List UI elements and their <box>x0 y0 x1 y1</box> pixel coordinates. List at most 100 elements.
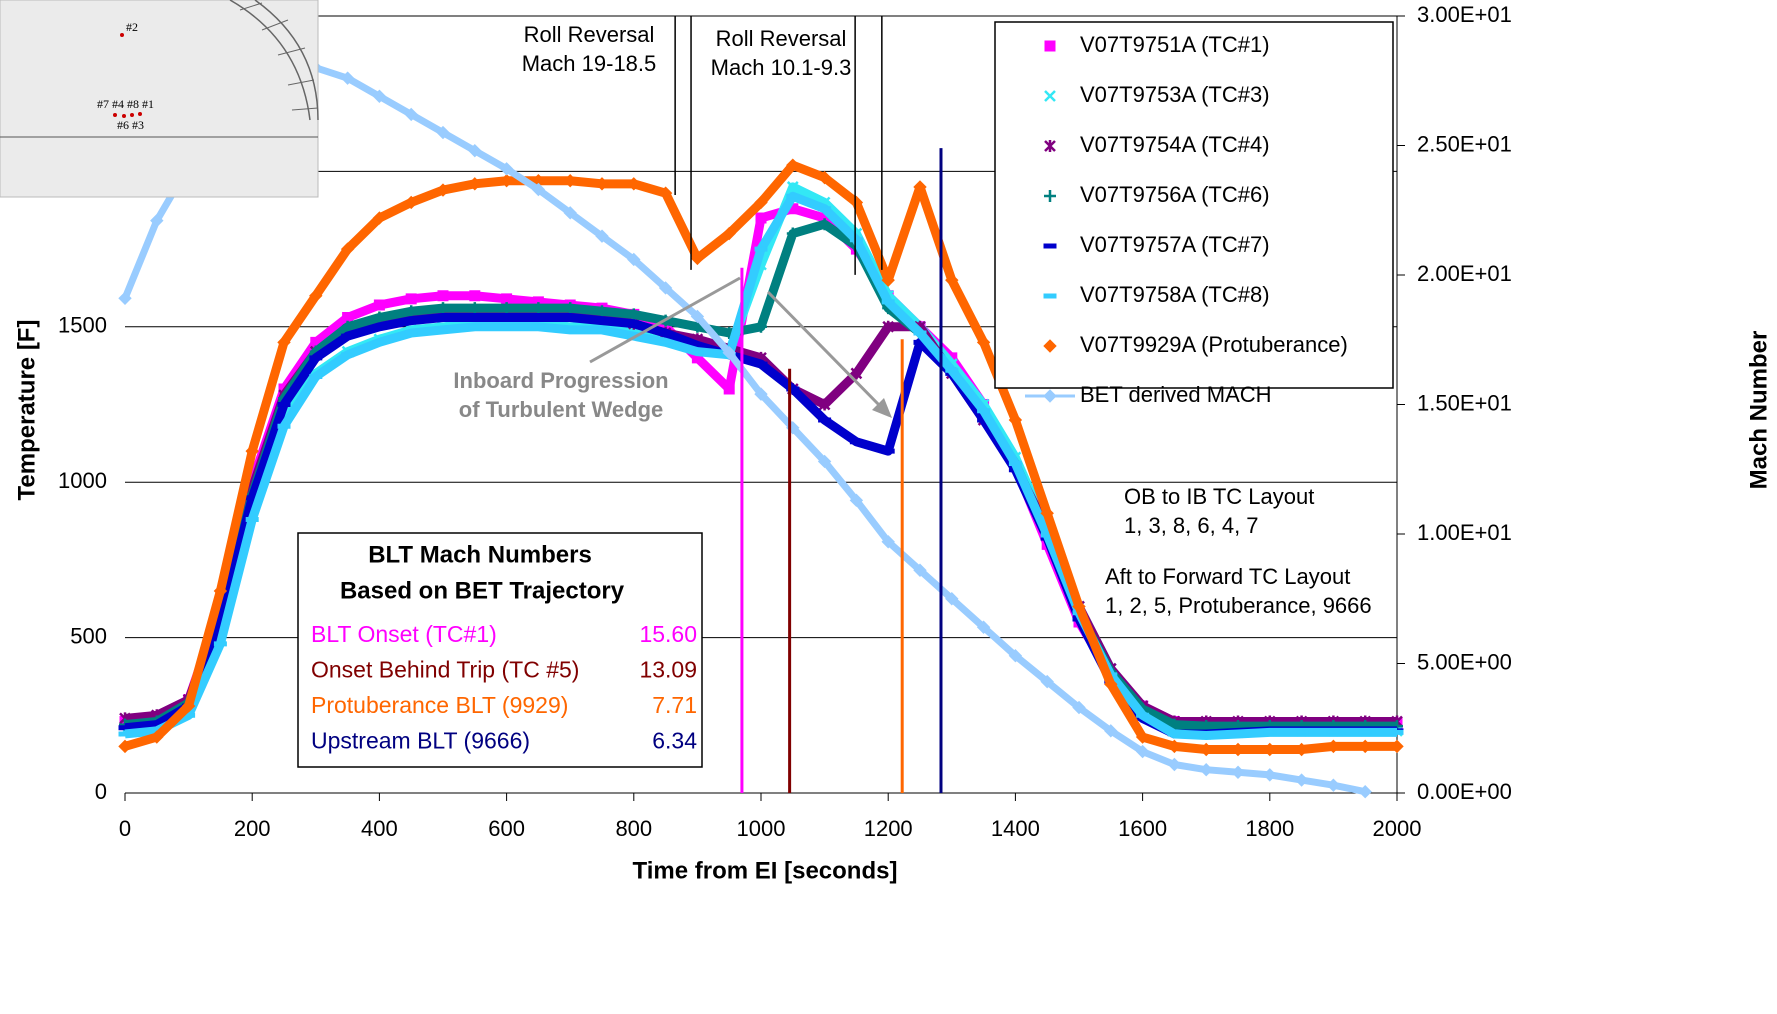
legend-label: V07T9754A (TC#4) <box>1080 132 1270 157</box>
x-tick-label: 400 <box>361 816 398 841</box>
data-point <box>214 642 226 646</box>
x-tick-label: 1000 <box>737 816 786 841</box>
data-point <box>596 328 608 332</box>
x-tick-label: 600 <box>488 816 525 841</box>
data-point <box>437 315 449 319</box>
inset: #2 #7 #4 #8 #1 #6 #3 <box>0 0 318 197</box>
data-point <box>532 315 544 319</box>
data-point <box>850 440 862 444</box>
data-point <box>438 291 448 301</box>
data-point <box>882 449 894 453</box>
data-point <box>882 300 894 304</box>
blt-row-value: 15.60 <box>639 621 697 647</box>
x-tick-label: 0 <box>119 816 131 841</box>
data-point <box>755 362 767 366</box>
y2-tick-label: 1.50E+01 <box>1417 390 1512 415</box>
data-point <box>469 325 481 329</box>
x-tick-label: 800 <box>615 816 652 841</box>
data-point <box>724 384 734 394</box>
data-point <box>1296 730 1308 734</box>
data-point <box>819 207 831 211</box>
data-point <box>787 194 799 198</box>
blt-row-value: 13.09 <box>639 657 697 683</box>
y-tick-label: 1000 <box>58 468 107 493</box>
data-point <box>1009 462 1021 466</box>
inset-label: #6 #3 <box>117 118 144 132</box>
legend-label: V07T9758A (TC#8) <box>1080 282 1270 307</box>
data-point <box>596 319 608 323</box>
inset-dot <box>138 112 142 116</box>
annotation: Roll Reversal <box>524 22 655 47</box>
y-tick-label: 0 <box>95 779 107 804</box>
y2-tick-label: 2.00E+01 <box>1417 261 1512 286</box>
data-point <box>1137 713 1149 717</box>
blt-row-label: Onset Behind Trip (TC #5) <box>311 657 579 683</box>
data-point <box>628 322 640 326</box>
blt-row-label: Upstream BLT (9666) <box>311 728 530 754</box>
legend-marker <box>1045 41 1055 51</box>
data-point <box>946 368 958 372</box>
x-tick-label: 1400 <box>991 816 1040 841</box>
data-point <box>1200 734 1212 738</box>
data-point <box>756 213 766 223</box>
data-point <box>469 315 481 319</box>
annotation: Roll Reversal <box>716 26 847 51</box>
data-point <box>564 315 576 319</box>
data-point <box>310 356 322 360</box>
x-axis-label: Time from EI [seconds] <box>633 857 898 884</box>
data-point <box>342 353 354 357</box>
data-point <box>246 517 258 521</box>
legend-label: V07T9751A (TC#1) <box>1080 32 1270 57</box>
data-point <box>1264 730 1276 734</box>
annotation: OB to IB TC Layout <box>1124 484 1314 509</box>
arrow <box>768 292 882 408</box>
blt-row-value: 6.34 <box>652 728 697 754</box>
data-point <box>406 294 416 304</box>
annotation: Mach 19-18.5 <box>522 51 657 76</box>
inset-dot <box>113 113 117 117</box>
y2-tick-label: 3.00E+01 <box>1417 2 1512 27</box>
inset-dot <box>130 113 134 117</box>
data-point <box>660 331 672 335</box>
blt-row-label: BLT Onset (TC#1) <box>311 621 497 647</box>
data-point <box>278 403 290 407</box>
y2-tick-label: 5.00E+00 <box>1417 649 1512 674</box>
data-point <box>374 300 384 310</box>
legend-label: V07T9753A (TC#3) <box>1080 82 1270 107</box>
inset-label: #2 <box>126 20 138 34</box>
data-point <box>373 325 385 329</box>
y-axis-label: Temperature [F] <box>13 320 40 501</box>
legend-marker <box>1044 294 1056 298</box>
blt-box-title: BLT Mach Numbers <box>368 541 592 568</box>
data-point <box>564 328 576 332</box>
legend-label: BET derived MACH <box>1080 382 1272 407</box>
blt-row-value: 7.71 <box>652 692 697 718</box>
data-point <box>532 325 544 329</box>
data-point <box>437 328 449 332</box>
data-point <box>850 238 862 242</box>
data-point <box>1168 732 1180 736</box>
x-tick-label: 1800 <box>1245 816 1294 841</box>
x-tick-label: 2000 <box>1373 816 1422 841</box>
data-point <box>470 291 480 301</box>
x-tick-label: 200 <box>234 816 271 841</box>
inset-label: #7 #4 #8 #1 <box>97 97 154 111</box>
data-point <box>1232 766 1244 778</box>
y2-tick-label: 1.00E+01 <box>1417 520 1512 545</box>
legend-label: V07T9756A (TC#6) <box>1080 182 1270 207</box>
page: 050010001500200025000.00E+005.00E+001.00… <box>0 0 1777 1014</box>
legend-marker <box>1044 390 1056 402</box>
blt-box-title: Based on BET Trajectory <box>340 577 625 604</box>
data-point <box>1391 730 1403 734</box>
inset-dot <box>120 33 124 37</box>
data-point <box>755 247 767 251</box>
y-tick-label: 500 <box>70 623 107 648</box>
data-point <box>1359 730 1371 734</box>
data-point <box>405 319 417 323</box>
y2-tick-label: 2.50E+01 <box>1417 131 1512 156</box>
data-point <box>501 315 513 319</box>
data-point <box>691 350 703 354</box>
y2-tick-label: 0.00E+00 <box>1417 779 1512 804</box>
annotation: 1, 2, 5, Protuberance, 9666 <box>1105 593 1372 618</box>
annotation: of Turbulent Wedge <box>459 397 664 422</box>
